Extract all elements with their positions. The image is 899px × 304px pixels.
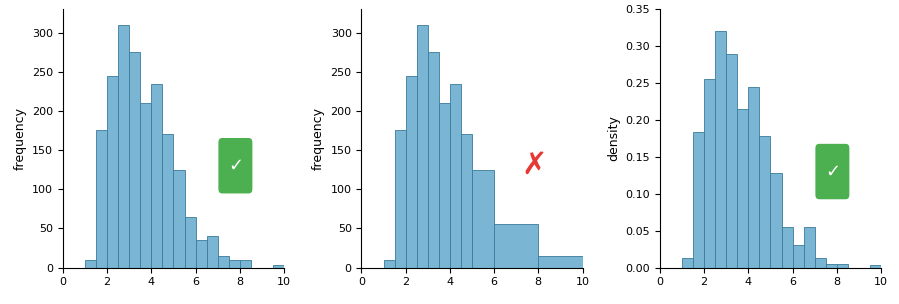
Bar <box>395 130 405 268</box>
Bar <box>804 227 814 268</box>
Bar <box>196 240 207 268</box>
Y-axis label: frequency: frequency <box>13 107 27 170</box>
Bar <box>129 52 140 268</box>
Bar <box>428 52 439 268</box>
Bar <box>814 258 826 268</box>
Bar <box>472 170 494 268</box>
Bar <box>151 84 163 268</box>
Bar <box>228 260 240 268</box>
Bar <box>184 217 196 268</box>
Bar <box>704 78 716 268</box>
FancyBboxPatch shape <box>218 137 254 194</box>
Bar <box>118 25 129 268</box>
Bar <box>218 256 228 268</box>
Bar <box>174 170 184 268</box>
Text: ✗: ✗ <box>521 151 547 180</box>
Bar <box>726 54 737 268</box>
Bar <box>826 264 837 268</box>
Bar <box>539 256 583 268</box>
Bar <box>273 265 284 268</box>
Bar <box>163 134 174 268</box>
Y-axis label: density: density <box>607 116 620 161</box>
Bar <box>737 109 748 268</box>
Bar <box>384 260 395 268</box>
Text: ✓: ✓ <box>824 163 840 181</box>
Bar <box>439 103 450 268</box>
Bar <box>781 227 793 268</box>
FancyBboxPatch shape <box>814 143 850 200</box>
Bar <box>760 136 770 268</box>
Bar <box>770 173 781 268</box>
Bar <box>793 245 804 268</box>
Bar <box>85 260 96 268</box>
Bar <box>96 130 107 268</box>
Bar <box>107 76 118 268</box>
Bar <box>207 236 218 268</box>
Bar <box>682 258 693 268</box>
Bar <box>494 224 539 268</box>
Text: ✓: ✓ <box>227 157 243 175</box>
Bar <box>461 134 472 268</box>
Bar <box>405 76 417 268</box>
Bar <box>748 87 760 268</box>
Bar <box>693 133 704 268</box>
Bar <box>417 25 428 268</box>
Y-axis label: frequency: frequency <box>312 107 325 170</box>
Bar <box>140 103 151 268</box>
Bar <box>837 264 848 268</box>
Bar <box>240 260 251 268</box>
Bar <box>716 31 726 268</box>
Bar <box>450 84 461 268</box>
Bar <box>870 265 881 268</box>
